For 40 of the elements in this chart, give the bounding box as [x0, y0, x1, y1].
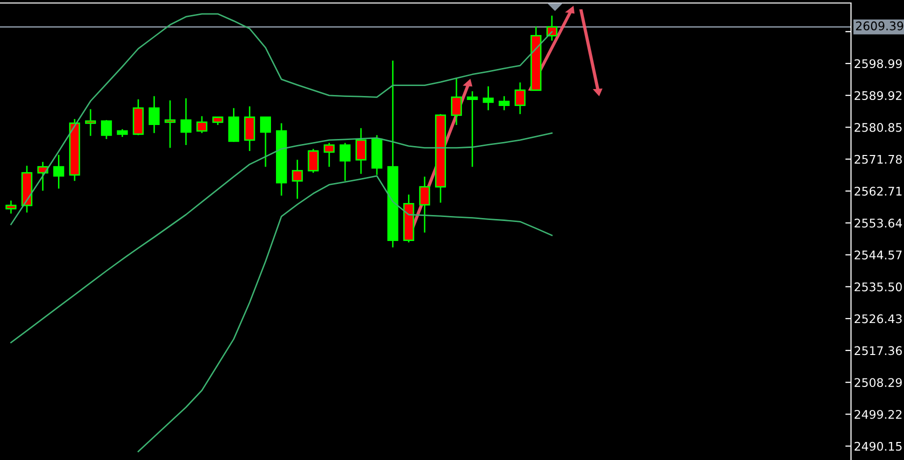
- y-tick-label: 2589.92: [854, 91, 902, 100]
- y-tick-label: 2562.71: [854, 186, 902, 196]
- y-tick-label: 2526.43: [854, 314, 902, 324]
- candlestick: [180, 98, 192, 146]
- candlestick: [53, 154, 64, 190]
- line-series: [10, 132, 553, 344]
- ref-line-label: 2609.39: [856, 21, 904, 30]
- candlestick: [340, 142, 351, 182]
- candlestick: [482, 86, 494, 111]
- candlestick: [466, 90, 478, 168]
- candlestick: [292, 159, 303, 200]
- candlestick: [308, 148, 319, 174]
- candlestick: [546, 14, 558, 42]
- y-tick-label: 2490.15: [854, 442, 902, 451]
- y-tick-label: 2517.36: [854, 346, 902, 356]
- candlestick: [356, 127, 366, 175]
- line-series: [138, 175, 553, 452]
- y-tick-label: 2598.99: [854, 59, 902, 68]
- candlestick: [85, 108, 96, 137]
- candlestick: [244, 106, 256, 152]
- y-tick-label: 2571.78: [854, 154, 902, 164]
- y-tick-label: 2499.22: [854, 410, 902, 419]
- y-tick-label: 2535.50: [854, 282, 902, 292]
- y-tick-label: 2553.64: [854, 218, 902, 228]
- y-tick-label: 2544.57: [854, 250, 902, 260]
- candlestick: [228, 107, 240, 143]
- candlestick: [324, 142, 335, 168]
- y-tick-label: 2580.85: [854, 122, 902, 132]
- candlestick: [514, 82, 526, 115]
- candlestick: [260, 116, 271, 168]
- candlestick: [419, 176, 430, 234]
- candlestick: [37, 161, 48, 192]
- y-tick-label: 2508.29: [854, 378, 902, 387]
- candlestick: [6, 200, 16, 214]
- candlestick: [450, 78, 462, 126]
- candlestick: [100, 119, 112, 140]
- candlestick: [498, 95, 510, 111]
- candlestick: [196, 116, 208, 134]
- candlestick: [148, 95, 160, 134]
- candlestick: [164, 100, 176, 149]
